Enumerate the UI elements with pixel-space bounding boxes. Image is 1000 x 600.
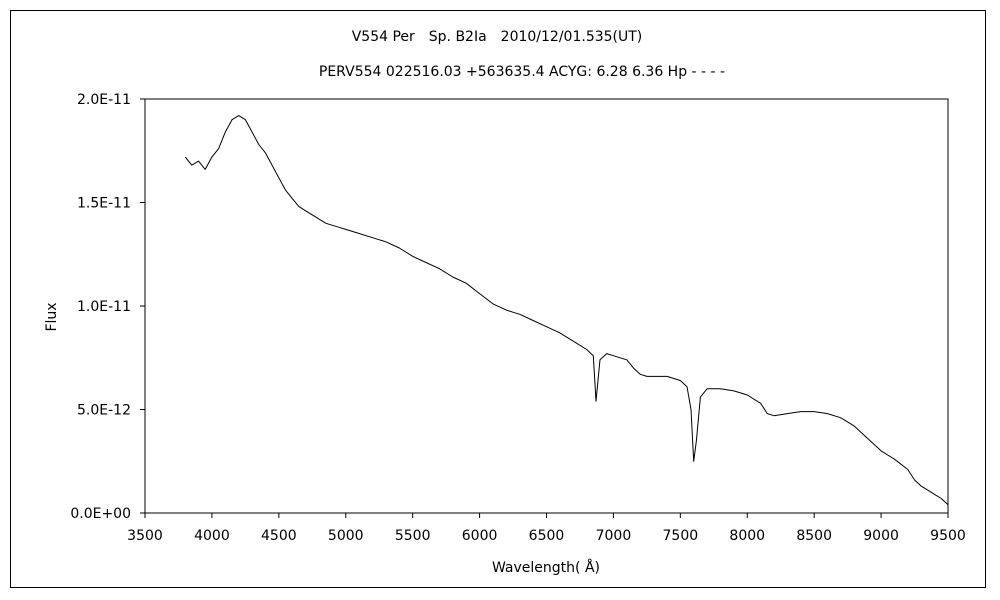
chart-frame xyxy=(10,10,986,588)
x-tick-label: 4500 xyxy=(261,528,297,544)
x-axis-label: Wavelength( Å) xyxy=(492,559,600,576)
plot-area xyxy=(144,98,949,514)
x-tick-label: 9500 xyxy=(930,528,966,544)
x-tick-label: 5500 xyxy=(395,528,431,544)
x-tick-label: 8500 xyxy=(796,528,832,544)
x-tick-label: 7000 xyxy=(596,528,632,544)
y-axis: 0.0E+00 5.0E-12 1.0E-11 1.5E-11 2.0E-11 xyxy=(70,92,145,522)
y-tick-label: 0.0E+00 xyxy=(70,506,131,522)
spectrum-line xyxy=(184,115,949,506)
x-tick-label: 3500 xyxy=(127,528,163,544)
chart-subtitle: PERV554 022516.03 +563635.4 ACYG: 6.28 6… xyxy=(319,64,725,80)
x-tick-label: 9000 xyxy=(863,528,899,544)
x-tick-label: 6500 xyxy=(529,528,565,544)
x-tick-label: 5000 xyxy=(328,528,364,544)
x-axis: 3500 4000 4500 5000 5500 6000 6500 7000 7500 8000… xyxy=(127,513,966,544)
y-tick-label: 1.5E-11 xyxy=(77,196,131,212)
series-layer xyxy=(184,115,949,506)
y-axis-label: Flux xyxy=(44,302,60,331)
x-tick-label: 6000 xyxy=(462,528,498,544)
x-tick-label: 4000 xyxy=(194,528,230,544)
y-tick-label: 1.0E-11 xyxy=(77,299,131,315)
x-tick-label: 7500 xyxy=(663,528,699,544)
chart-title: V554 Per Sp. B2Ia 2010/12/01.535(UT) xyxy=(352,29,643,45)
y-tick-label: 2.0E-11 xyxy=(77,92,131,108)
x-tick-label: 8000 xyxy=(729,528,765,544)
y-tick-label: 5.0E-12 xyxy=(77,403,131,419)
